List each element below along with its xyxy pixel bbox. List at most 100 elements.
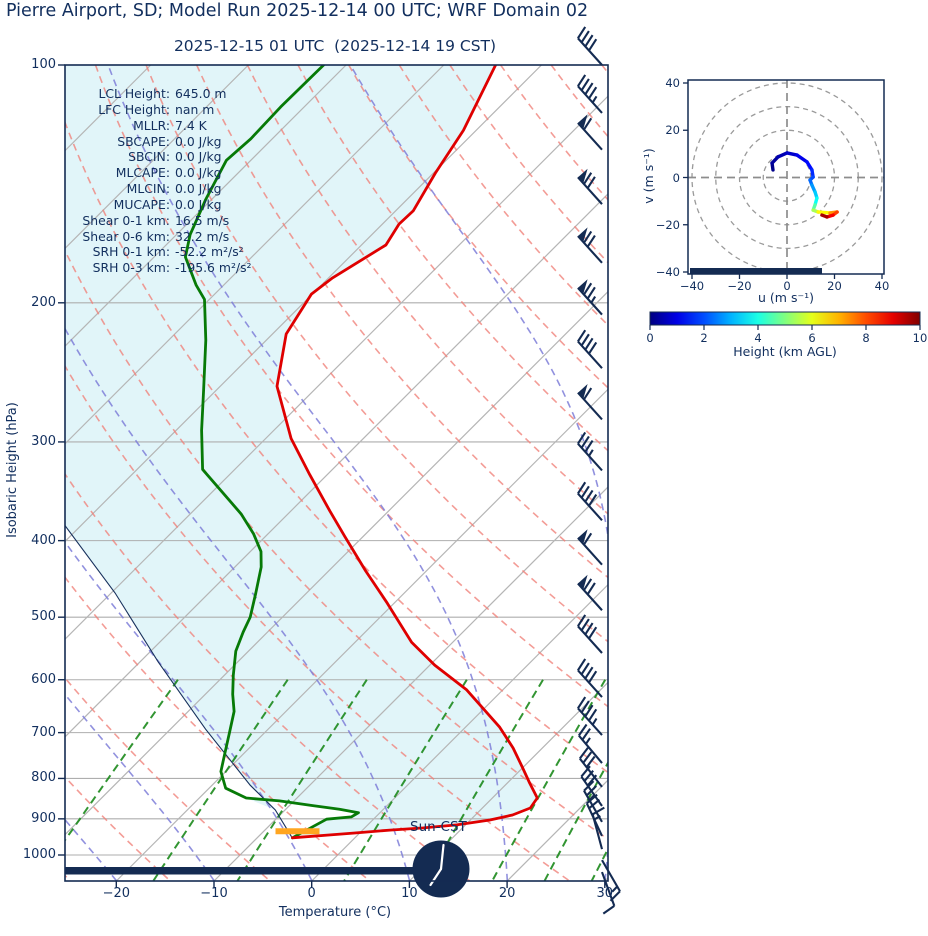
wind-barb bbox=[577, 227, 603, 264]
pressure-tick-label: 800 bbox=[31, 770, 56, 786]
index-label: Shear 0-6 km: bbox=[82, 228, 170, 244]
index-row: SBCAPE: 0.0 J/kg bbox=[62, 134, 252, 150]
skewt-axes-frame bbox=[58, 64, 609, 888]
index-label: MLCAPE: bbox=[115, 165, 170, 181]
pressure-tick-label: 300 bbox=[31, 433, 56, 449]
wind-barb bbox=[591, 806, 605, 850]
wind-barb bbox=[577, 723, 603, 764]
clock-icon bbox=[412, 840, 470, 898]
index-label: LCL Height: bbox=[98, 86, 170, 101]
y-axis-label: Isobaric Height (hPa) bbox=[5, 402, 20, 538]
temperature-curve bbox=[275, 65, 539, 840]
hodograph-y-tick-label: 20 bbox=[665, 123, 680, 138]
index-value: 0.0 J/kg bbox=[175, 149, 222, 165]
temperature-tick-label: 30 bbox=[596, 886, 614, 901]
index-label: SRH 0-3 km: bbox=[92, 260, 170, 276]
hodograph-x-tick-label: −20 bbox=[727, 279, 752, 293]
isotherm-lines bbox=[65, 65, 608, 881]
x-axis-label: Temperature (°C) bbox=[278, 905, 392, 920]
wind-barb bbox=[577, 329, 603, 369]
colorbar-label: Height (km AGL) bbox=[733, 344, 837, 359]
hodograph-y-tick-label: −40 bbox=[655, 265, 680, 279]
hodograph-crosshair bbox=[688, 80, 884, 274]
temperature-tick-label: 0 bbox=[307, 886, 316, 901]
hodograph-x-tick-label: 40 bbox=[874, 279, 890, 293]
index-value: 16.5 m/s bbox=[175, 212, 230, 228]
pressure-tick-label: 500 bbox=[31, 609, 56, 625]
index-label: Shear 0-1 km: bbox=[82, 212, 170, 228]
pressure-tick-label: 900 bbox=[31, 810, 56, 826]
parcel-trace-line bbox=[65, 525, 292, 837]
hodograph-y-tick-label: −20 bbox=[655, 217, 680, 232]
wind-barb bbox=[577, 614, 603, 654]
time-axis-bar bbox=[65, 867, 420, 875]
wind-barb bbox=[577, 481, 603, 522]
pressure-tick-label: 700 bbox=[31, 724, 56, 740]
index-row: Shear 0-1 km: 16.5 m/s bbox=[62, 213, 252, 229]
mixing-ratio-lines bbox=[65, 679, 608, 881]
pressure-tick-label: 1000 bbox=[22, 847, 56, 862]
pressure-tick-label: 200 bbox=[31, 294, 56, 310]
colorbar-tick-label: 10 bbox=[912, 331, 928, 345]
index-label: MLCIN: bbox=[126, 181, 170, 197]
hodograph-y-tick-label: 0 bbox=[672, 170, 680, 185]
index-value: -52.2 m²/s² bbox=[175, 244, 244, 260]
colorbar-tick-label: 2 bbox=[700, 331, 708, 345]
hodograph-baseline-bar bbox=[690, 268, 822, 274]
wind-barbs bbox=[577, 26, 621, 915]
wind-barb bbox=[577, 431, 603, 472]
index-row: SRH 0-3 km: -195.6 m²/s² bbox=[62, 260, 252, 276]
wind-barb bbox=[577, 74, 603, 114]
temperature-tick-label: −10 bbox=[200, 886, 228, 901]
index-label: SBCIN: bbox=[128, 149, 170, 165]
pressure-tick-label: 400 bbox=[31, 532, 56, 548]
wind-barb bbox=[577, 529, 603, 566]
sounding-indices-block: LCL Height: 645.0 m LFC Height: nan m MLLR: 7… bbox=[62, 86, 252, 276]
index-value: 7.4 K bbox=[175, 117, 207, 133]
wind-barb bbox=[577, 574, 603, 611]
colorbar-tick-label: 8 bbox=[862, 331, 870, 345]
temperature-tick-label: 20 bbox=[498, 886, 516, 901]
pressure-tick-label: 600 bbox=[31, 671, 56, 687]
index-row: MLLR: 7.4 K bbox=[62, 118, 252, 134]
index-label: SRH 0-1 km: bbox=[92, 244, 170, 260]
valid-time-subtitle: 2025-12-15 01 UTC (2025-12-14 19 CST) bbox=[173, 37, 497, 55]
index-value: 0.0 J/kg bbox=[175, 133, 222, 149]
wind-barb bbox=[577, 279, 603, 316]
colorbar-gradient bbox=[649, 311, 921, 330]
index-row: MUCAPE: 0.0 J/kg bbox=[62, 197, 252, 213]
hodograph-axes-frame bbox=[683, 79, 885, 279]
dry-adiabat-lines bbox=[65, 65, 608, 881]
pressure-tick-label: 100 bbox=[31, 57, 56, 72]
cape-shade-region bbox=[65, 65, 538, 838]
temperature-tick-label: 10 bbox=[401, 886, 418, 901]
hodograph-x-axis-label: u (m s⁻¹) bbox=[758, 290, 814, 305]
colorbar-tick-label: 0 bbox=[646, 331, 654, 345]
index-label: MUCAPE: bbox=[113, 196, 170, 212]
index-row: SBCIN: 0.0 J/kg bbox=[62, 149, 252, 165]
page-title: Pierre Airport, SD; Model Run 2025-12-14… bbox=[6, 1, 589, 21]
dewpoint-curve bbox=[183, 65, 360, 840]
index-value: 645.0 m bbox=[175, 86, 227, 101]
hodograph-x-tick-label: 20 bbox=[827, 279, 842, 293]
index-value: 0.0 J/kg bbox=[175, 181, 222, 197]
index-value: 0.0 J/kg bbox=[175, 165, 222, 181]
index-label: MLLR: bbox=[133, 117, 170, 133]
index-row: MLCIN: 0.0 J/kg bbox=[62, 181, 252, 197]
index-label: LFC Height: bbox=[98, 101, 170, 117]
moist-adiabat-lines bbox=[65, 65, 608, 881]
colorbar-tick-label: 6 bbox=[808, 331, 816, 345]
hodograph-x-tick-label: −40 bbox=[679, 279, 705, 293]
index-row: SRH 0-1 km: -52.2 m²/s² bbox=[62, 244, 252, 260]
index-value: -195.6 m²/s² bbox=[175, 260, 252, 276]
index-label: SBCAPE: bbox=[117, 133, 170, 149]
wind-barb bbox=[577, 384, 603, 421]
wind-barb bbox=[577, 696, 603, 736]
temperature-tick-label: −20 bbox=[102, 886, 131, 901]
sun-cst-annotation: Sun-CST bbox=[410, 819, 467, 835]
wind-barb bbox=[577, 168, 603, 205]
index-row: Shear 0-6 km: 32.2 m/s bbox=[62, 229, 252, 245]
wind-barb bbox=[577, 114, 603, 151]
colorbar-tick-label: 4 bbox=[754, 331, 762, 345]
